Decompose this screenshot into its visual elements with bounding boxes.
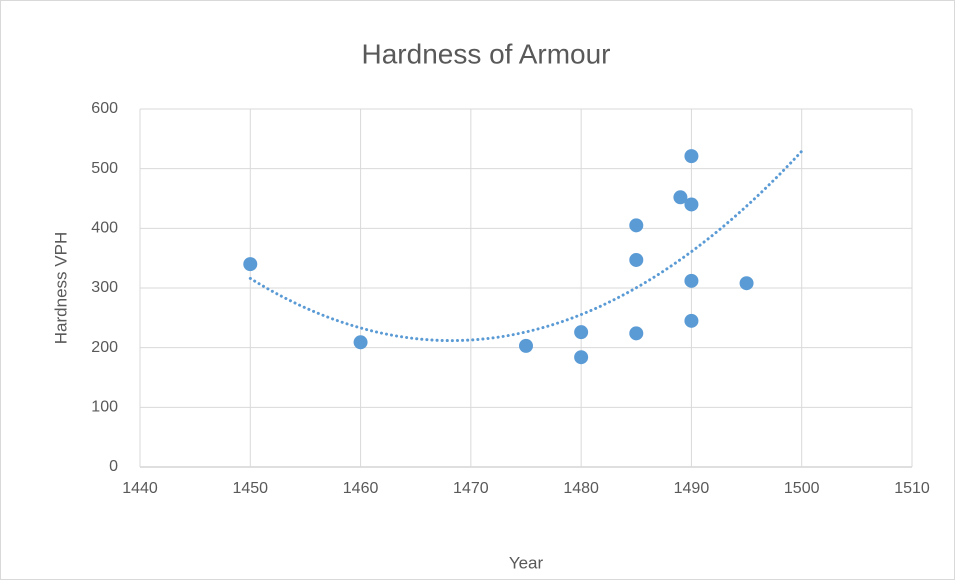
y-tick-label: 0 — [109, 458, 118, 475]
chart-title: Hardness of Armour — [362, 38, 611, 69]
x-tick-label: 1470 — [453, 480, 489, 497]
data-point — [739, 276, 754, 291]
data-point — [574, 325, 589, 340]
data-point — [519, 338, 533, 353]
trendline — [248, 149, 804, 343]
data-point — [629, 252, 644, 267]
data-point — [353, 335, 368, 350]
y-tick-label: 400 — [91, 220, 118, 237]
data-point — [684, 313, 699, 328]
data-point — [629, 218, 644, 233]
x-tick-label: 1440 — [122, 480, 158, 497]
y-tick-label: 300 — [91, 279, 118, 296]
y-tick-label: 500 — [91, 160, 118, 177]
data-point — [243, 257, 258, 272]
x-tick-label: 1500 — [784, 480, 820, 497]
x-tick-label: 1480 — [563, 480, 599, 497]
x-axis-title: Year — [509, 553, 544, 572]
data-point — [684, 273, 699, 288]
data-point — [629, 326, 644, 341]
x-tick-label: 1450 — [232, 480, 268, 497]
data-point — [684, 197, 699, 212]
data-point — [684, 149, 699, 164]
data-point — [673, 190, 688, 205]
y-tick-label: 100 — [91, 399, 118, 416]
y-axis-title: Hardness VPH — [51, 232, 70, 344]
y-tick-label: 200 — [91, 339, 118, 356]
y-tick-label: 600 — [91, 100, 118, 117]
x-tick-label: 1460 — [343, 480, 379, 497]
data-point — [574, 350, 589, 365]
x-tick-label: 1490 — [674, 480, 710, 497]
x-tick-label: 1510 — [894, 480, 930, 497]
